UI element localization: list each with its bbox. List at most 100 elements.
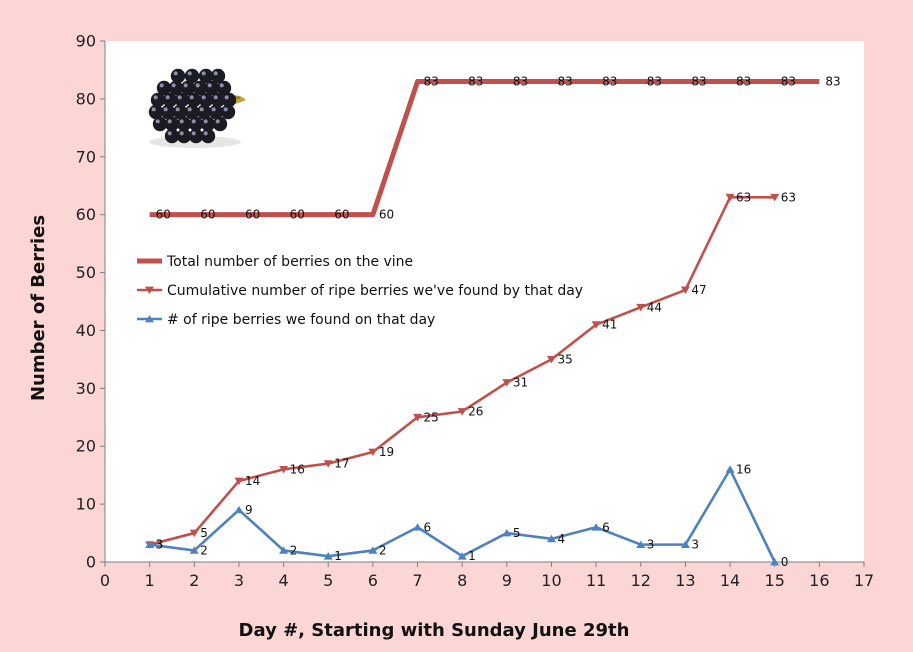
x-tick-label: 1 — [145, 571, 155, 590]
cumulative-found-point — [457, 408, 467, 416]
y-tick-label: 20 — [76, 437, 96, 456]
berry-drupelet — [200, 128, 216, 144]
berry-drupelet — [220, 104, 236, 120]
y-tick-label: 60 — [76, 205, 96, 224]
berry-highlight — [199, 107, 204, 112]
daily-found-data-label: 2 — [379, 543, 387, 557]
cumulative-found-data-label: 25 — [424, 410, 439, 424]
cumulative-found-point — [725, 193, 735, 202]
y-tick-label: 70 — [76, 147, 96, 166]
daily-found-point — [546, 534, 556, 543]
daily-found-data-label: 1 — [334, 549, 342, 563]
cumulative-found-data-label: 19 — [379, 445, 394, 459]
berry-highlight — [167, 131, 172, 136]
daily-found-point — [234, 505, 244, 514]
berry-highlight — [175, 107, 180, 112]
total-berries-data-label: 83 — [781, 75, 796, 89]
x-tick-label: 3 — [234, 571, 244, 590]
legend-marker — [145, 286, 154, 295]
y-tick-label: 0 — [86, 553, 96, 572]
cumulative-found-point — [189, 529, 199, 538]
cumulative-found-point — [636, 303, 646, 312]
cumulative-found-data-label: 31 — [513, 376, 528, 390]
daily-found-point — [279, 546, 289, 554]
total-berries-data-label: 60 — [290, 208, 305, 222]
daily-found-point — [323, 552, 333, 560]
cumulative-found-data-label: 16 — [290, 462, 305, 476]
daily-found-point — [189, 546, 199, 554]
daily-found-point — [502, 529, 512, 537]
berry-drupelet — [212, 116, 228, 132]
cumulative-found-data-label: 3 — [156, 538, 164, 552]
x-tick-label: 9 — [502, 571, 512, 590]
daily-found-data-label: 4 — [557, 532, 565, 546]
berry-highlight — [203, 119, 208, 124]
cumulative-found-point — [680, 286, 690, 294]
cumulative-found-data-label: 5 — [200, 526, 208, 540]
cumulative-found-data-label: 14 — [245, 474, 260, 488]
berry-drupelet — [170, 68, 186, 84]
total-berries-data-label: 83 — [647, 75, 662, 89]
total-berries-data-label: 83 — [557, 75, 572, 89]
x-tick-label: 8 — [457, 571, 467, 590]
cumulative-found-data-label: 41 — [602, 318, 617, 332]
cumulative-found-data-label: 63 — [781, 190, 796, 204]
total-berries-data-label: 83 — [736, 75, 751, 89]
daily-found-data-label: 3 — [691, 538, 699, 552]
total-berries-data-label: 60 — [156, 208, 171, 222]
berry-highlight — [151, 107, 156, 112]
berry-highlight — [219, 83, 224, 88]
berry-highlight — [179, 131, 184, 136]
cumulative-found-data-label: 63 — [736, 190, 751, 204]
berry-highlight — [211, 107, 216, 112]
daily-found-point — [413, 523, 423, 531]
berry-highlight — [201, 95, 206, 100]
berry-highlight — [179, 119, 184, 124]
x-tick-label: 2 — [189, 571, 199, 590]
berry-highlight — [163, 107, 168, 112]
daily-found-point — [368, 546, 378, 554]
x-tick-label: 13 — [675, 571, 695, 590]
daily-found-data-label: 3 — [647, 538, 655, 552]
x-tick-label: 10 — [541, 571, 561, 590]
legend-item-cumulative-found: Cumulative number of ripe berries we've … — [137, 283, 583, 299]
berry-highlight — [173, 71, 178, 76]
daily-found-data-label: 6 — [424, 520, 432, 534]
berry-highlight — [201, 71, 206, 76]
x-tick-label: 0 — [100, 571, 110, 590]
berry-highlight — [187, 71, 192, 76]
cumulative-found-point — [591, 321, 601, 329]
berry-highlight — [159, 83, 164, 88]
legend-label: Total number of berries on the vine — [166, 254, 413, 270]
x-tick-label: 4 — [278, 571, 288, 590]
x-tick-label: 11 — [586, 571, 606, 590]
total-berries-line — [149, 79, 820, 218]
cumulative-found-data-label: 35 — [557, 352, 572, 366]
berry-highlight — [213, 95, 218, 100]
berry-highlight — [165, 95, 170, 100]
cumulative-found-point — [323, 460, 333, 468]
y-axis-title: Number of Berries — [28, 215, 49, 401]
cumulative-found-point — [413, 413, 423, 422]
berry-highlight — [195, 83, 200, 88]
y-tick-label: 40 — [76, 321, 96, 340]
berry-highlight — [223, 107, 228, 112]
berry-highlight — [224, 95, 229, 100]
cumulative-found-point — [279, 466, 289, 474]
daily-found-data-label: 9 — [245, 503, 253, 517]
daily-found-data-label: 3 — [156, 538, 164, 552]
daily-found-point — [145, 540, 155, 549]
legend-marker — [145, 314, 154, 323]
daily-found-point — [680, 540, 690, 549]
cumulative-found-data-label: 44 — [647, 300, 662, 314]
y-tick-label: 80 — [76, 89, 96, 108]
x-tick-label: 7 — [412, 571, 422, 590]
y-tick-label: 50 — [76, 263, 96, 282]
total-berries-data-label: 83 — [424, 75, 439, 89]
berry-highlight — [191, 119, 196, 124]
total-berries-data-label: 83 — [691, 75, 706, 89]
x-tick-label: 12 — [631, 571, 651, 590]
berry-highlight — [207, 83, 212, 88]
berry-highlight — [215, 119, 220, 124]
